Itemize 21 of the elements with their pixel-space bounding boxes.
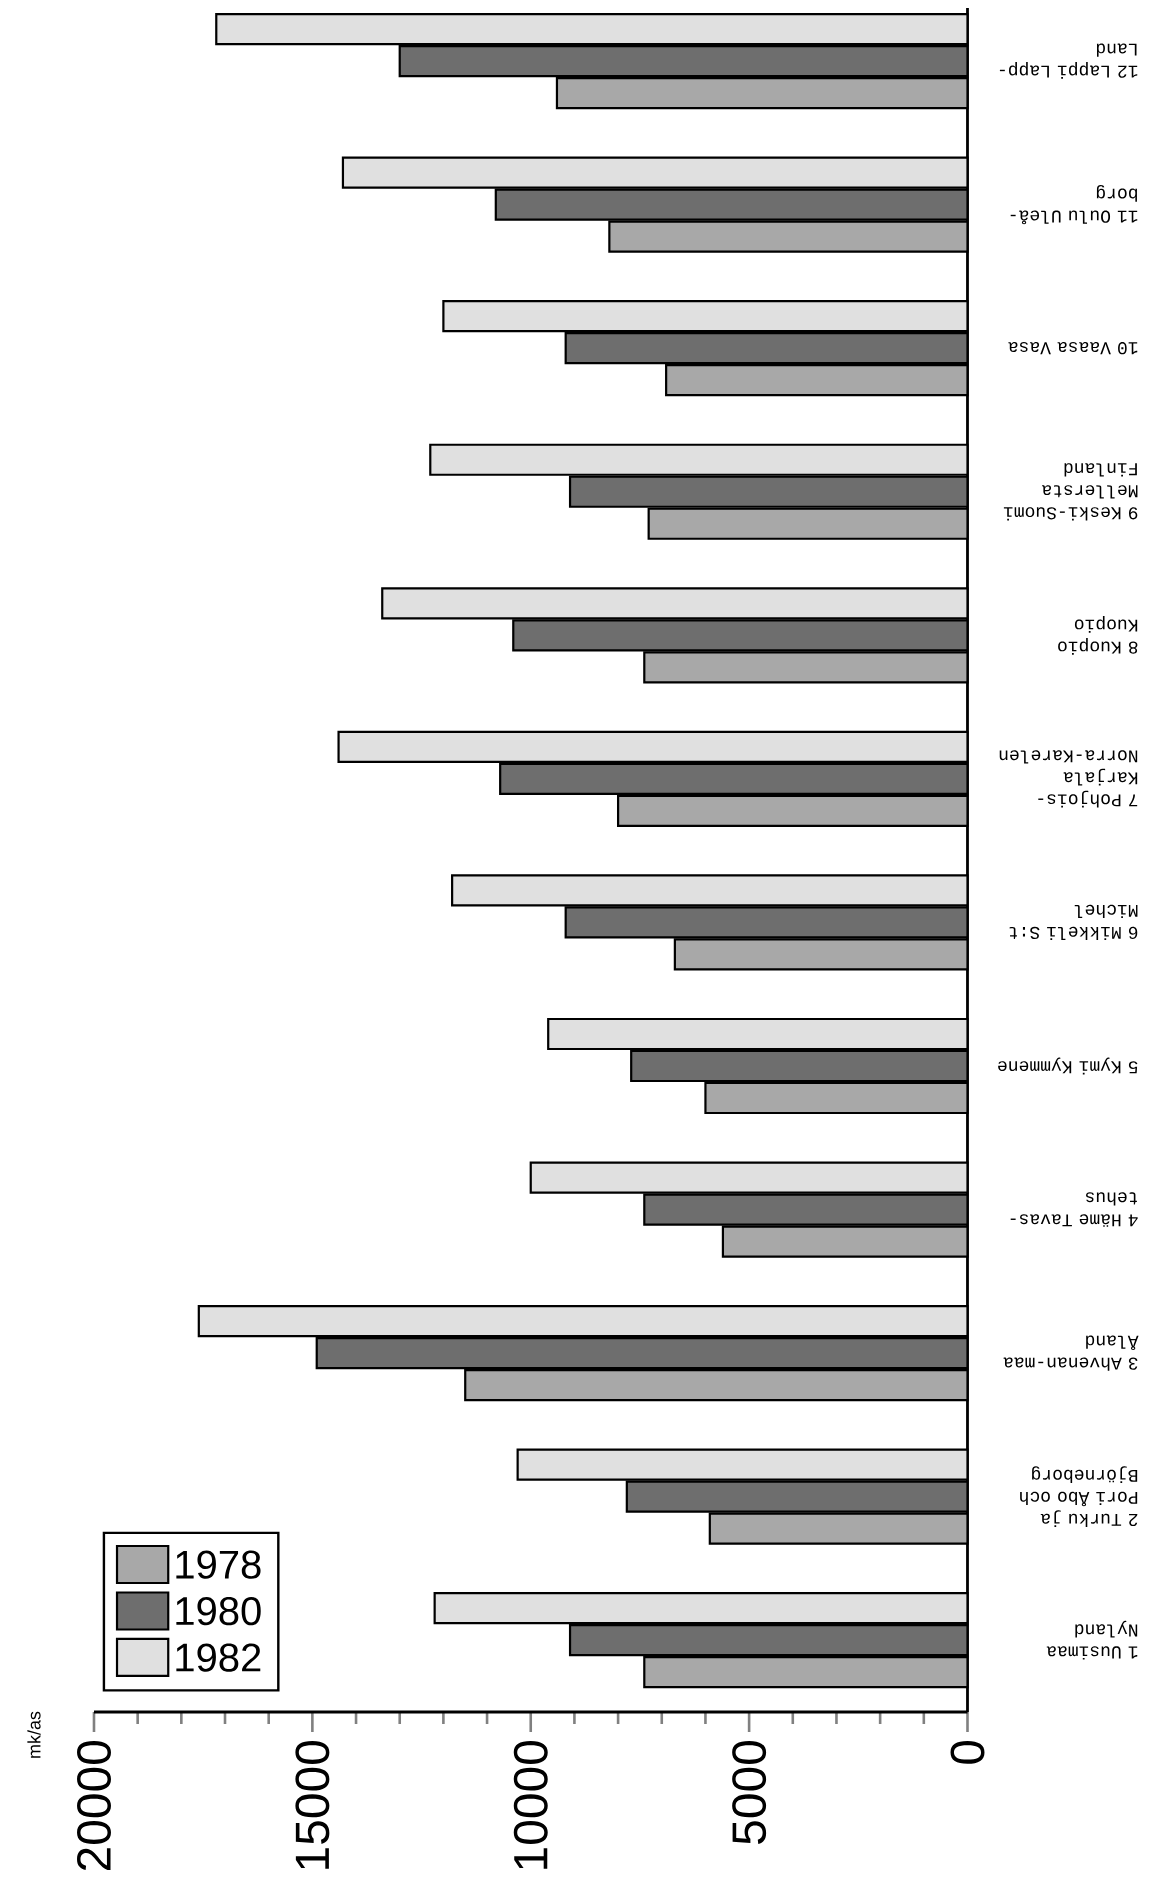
y-tick-label: 6 Mikkeli S:t Michel <box>1009 904 1138 941</box>
y-tick-label: 11 Oulu Uleå-borg <box>1010 184 1138 225</box>
y-tick-label: 9 Keski-Suomi Mellersta Finland <box>1003 463 1138 521</box>
y-tick-label: 12 Lappi Lapp-Land <box>999 43 1138 79</box>
y-tick-label: 3 Ahvenan-maa Åland <box>1003 1335 1139 1371</box>
legend-label: 1980 <box>176 1596 261 1626</box>
legend-label: 1982 <box>176 1643 261 1672</box>
y-tick-label: 5 Kymi Kymmene <box>998 1057 1138 1075</box>
text: mk/as <box>27 1711 41 1758</box>
x-tick-label: 10000 <box>513 1740 548 1869</box>
y-tick-label: 1 Uusimaa Nyland <box>1046 1620 1138 1660</box>
y-tick-label: 7 Pohjois-Karjala Norra-Karelen <box>999 750 1138 808</box>
y-tick-label: 10 Vaasa Vasa <box>1008 342 1138 355</box>
x-tick-label: 20000 <box>77 1740 111 1871</box>
y-tick-label: 2 Turku ja Pori Åbo och Björneborg <box>1020 1466 1138 1528</box>
x-tick-label: 5000 <box>732 1740 767 1844</box>
x-tick-label: 0 <box>950 1740 985 1764</box>
y-tick-label: 8 Kuopio Kuopio <box>1058 615 1138 655</box>
x-tick-label: 15000 <box>295 1740 330 1869</box>
y-tick-label: 4 Häme Tavas-tehus <box>1010 1192 1138 1227</box>
legend-label: 1978 <box>176 1550 261 1579</box>
